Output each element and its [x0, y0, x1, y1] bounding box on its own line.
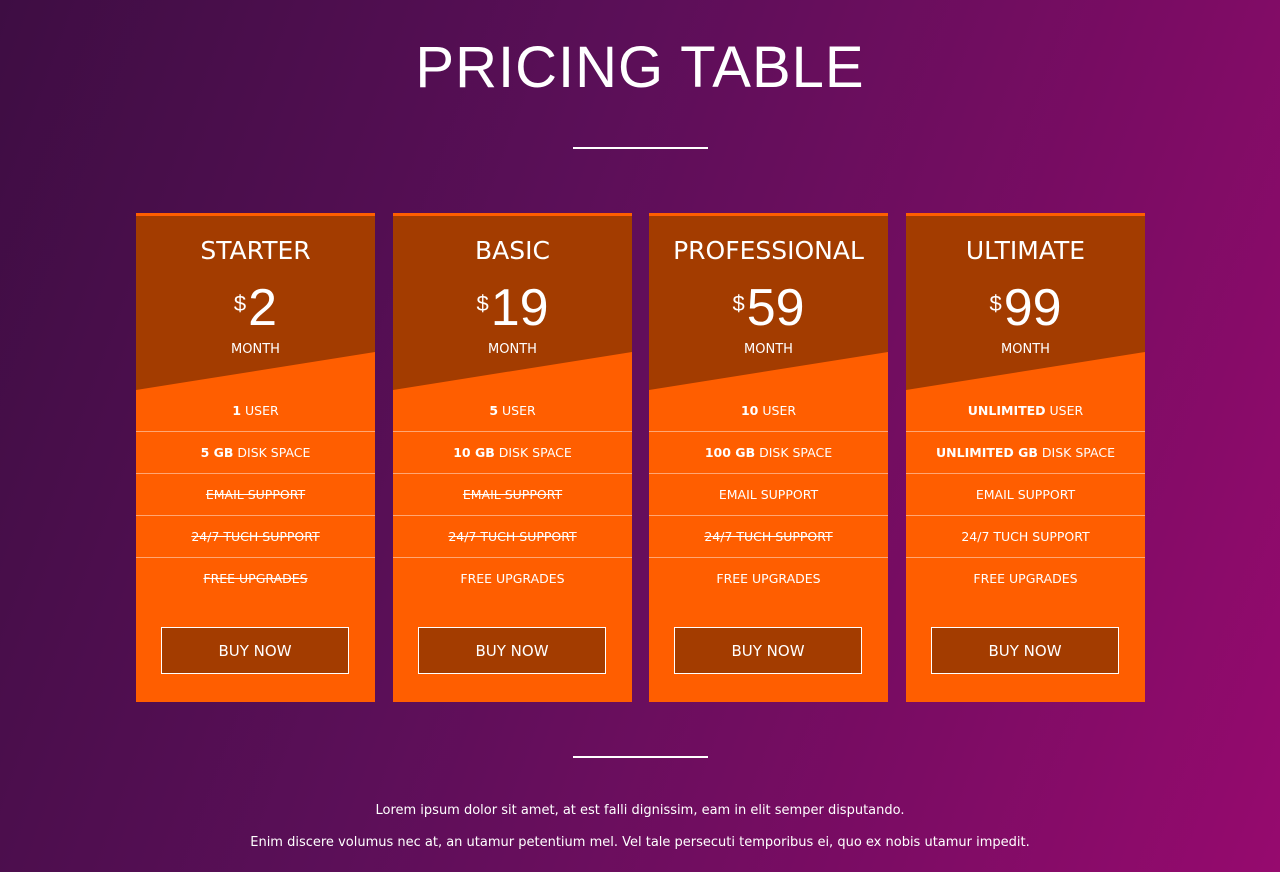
feature-row: FREE UPGRADES	[393, 558, 632, 600]
pricing-card: STARTER $2 MONTH 1 USER 5 GB DISK SPACE EMAIL…	[136, 213, 375, 702]
feature-text: DISK SPACE	[1041, 445, 1115, 460]
plan-price: $2	[136, 278, 375, 338]
price-amount: 19	[490, 279, 549, 337]
divider	[573, 756, 708, 758]
currency: $	[476, 291, 489, 316]
feature-row: 10 USER	[649, 390, 888, 432]
feature-strong: UNLIMITED GB	[936, 445, 1038, 460]
price-amount: 59	[746, 279, 805, 337]
currency: $	[732, 291, 745, 316]
price-period: MONTH	[1001, 342, 1050, 357]
buy-button[interactable]: BUY NOW	[674, 627, 862, 674]
feature-strong: 5 GB	[200, 445, 234, 460]
feature-text: DISK SPACE	[237, 445, 311, 460]
feature-row: EMAIL SUPPORT	[393, 474, 632, 516]
price-period: MONTH	[488, 342, 537, 357]
feature-row: 24/7 TUCH SUPPORT	[649, 516, 888, 558]
plan-name: ULTIMATE	[965, 236, 1086, 265]
feature-row: FREE UPGRADES	[136, 558, 375, 600]
feature-row: FREE UPGRADES	[649, 558, 888, 600]
feature-strong: 10 GB	[453, 445, 495, 460]
pricing-card: PROFESSIONAL $59 MONTH 10 USER 100 GB DISK S…	[649, 213, 888, 702]
feature-text: DISK SPACE	[759, 445, 833, 460]
feature-row: EMAIL SUPPORT	[136, 474, 375, 516]
price-amount: 99	[1003, 279, 1062, 337]
feature-row: EMAIL SUPPORT	[906, 474, 1145, 516]
feature-text: EMAIL SUPPORT	[975, 487, 1076, 502]
price-period: MONTH	[231, 342, 280, 357]
price-amount: 2	[248, 279, 278, 337]
feature-text: 24/7 TUCH SUPPORT	[961, 529, 1090, 544]
feature-strong: 10	[740, 403, 759, 418]
feature-text: FREE UPGRADES	[973, 571, 1078, 586]
feature-row: 10 GB DISK SPACE	[393, 432, 632, 474]
footer-text: Enim discere volumus nec at, an utamur p…	[250, 835, 1030, 850]
feature-row: 24/7 TUCH SUPPORT	[906, 516, 1145, 558]
pricing-card: ULTIMATE $99 MONTH UNLIMITED USER UNLIMITED …	[906, 213, 1145, 702]
feature-row: 1 USER	[136, 390, 375, 432]
feature-text: USER	[245, 403, 279, 418]
plan-price: $59	[649, 278, 888, 338]
pricing-card: BASIC $19 MONTH 5 USER 10 GB DISK SPACE EMAIL…	[393, 213, 632, 702]
plan-name: BASIC	[475, 236, 550, 265]
divider	[573, 147, 708, 149]
feature-text: USER	[762, 403, 797, 418]
plan-price: $19	[393, 278, 632, 338]
feature-row: 24/7 TUCH SUPPORT	[393, 516, 632, 558]
feature-row: 100 GB DISK SPACE	[649, 432, 888, 474]
feature-text: USER	[1049, 403, 1084, 418]
feature-text: 24/7 TUCH SUPPORT	[191, 529, 320, 544]
feature-text: FREE UPGRADES	[716, 571, 821, 586]
feature-text: EMAIL SUPPORT	[462, 487, 563, 502]
feature-text: 24/7 TUCH SUPPORT	[704, 529, 833, 544]
feature-row: 5 GB DISK SPACE	[136, 432, 375, 474]
feature-text: DISK SPACE	[498, 445, 572, 460]
feature-text: FREE UPGRADES	[203, 571, 308, 586]
plan-name: STARTER	[200, 236, 311, 265]
feature-text: 24/7 TUCH SUPPORT	[448, 529, 577, 544]
feature-text: FREE UPGRADES	[460, 571, 565, 586]
feature-strong: 1	[232, 403, 242, 418]
feature-strong: 5	[489, 403, 499, 418]
feature-row: FREE UPGRADES	[906, 558, 1145, 600]
currency: $	[233, 291, 247, 316]
plan-name: PROFESSIONAL	[673, 236, 864, 265]
feature-row: EMAIL SUPPORT	[649, 474, 888, 516]
feature-row: 24/7 TUCH SUPPORT	[136, 516, 375, 558]
feature-row: UNLIMITED GB DISK SPACE	[906, 432, 1145, 474]
feature-text: EMAIL SUPPORT	[205, 487, 306, 502]
page-title: PRICING TABLE	[415, 35, 865, 100]
feature-strong: 100 GB	[704, 445, 756, 460]
feature-text: USER	[502, 403, 536, 418]
price-period: MONTH	[744, 342, 793, 357]
feature-strong: UNLIMITED	[967, 403, 1046, 418]
plan-price: $99	[906, 278, 1145, 338]
feature-text: EMAIL SUPPORT	[718, 487, 819, 502]
currency: $	[989, 291, 1002, 316]
buy-button[interactable]: BUY NOW	[931, 627, 1119, 674]
feature-row: 5 USER	[393, 390, 632, 432]
feature-row: UNLIMITED USER	[906, 390, 1145, 432]
footer-text: Lorem ipsum dolor sit amet, at est falli…	[375, 803, 905, 818]
buy-button[interactable]: BUY NOW	[161, 627, 349, 674]
buy-button[interactable]: BUY NOW	[418, 627, 606, 674]
